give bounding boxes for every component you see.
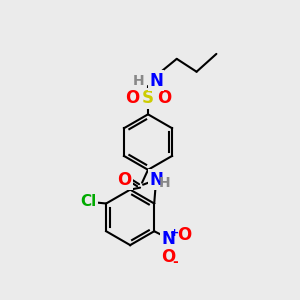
Text: -: - <box>172 255 178 269</box>
Text: O: O <box>125 89 139 107</box>
Text: N: N <box>161 230 175 248</box>
Text: Cl: Cl <box>80 194 97 209</box>
Text: +: + <box>169 228 178 238</box>
Text: H: H <box>159 176 171 190</box>
Text: O: O <box>177 226 191 244</box>
Text: H: H <box>132 74 144 88</box>
Text: S: S <box>142 89 154 107</box>
Text: N: N <box>149 72 163 90</box>
Text: O: O <box>157 89 171 107</box>
Text: O: O <box>117 171 131 189</box>
Text: O: O <box>161 248 175 266</box>
Text: N: N <box>149 171 163 189</box>
